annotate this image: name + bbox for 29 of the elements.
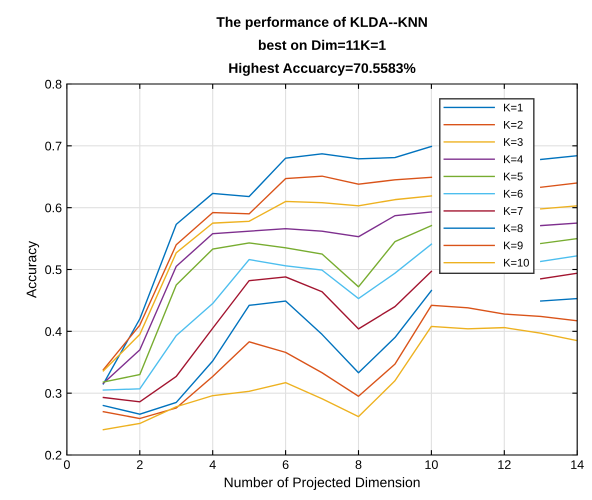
legend-label: K=8 [504,224,523,232]
legend-label: K=1 [504,104,523,112]
legend-label: K=3 [504,138,523,146]
y-tick-label: 0.7 [45,142,62,150]
chart-title: The performance of KLDA--KNN best on Dim=11K=1 Highest Accuarcy=70.5583% [216,16,427,76]
y-tick-label: 0.8 [45,80,62,89]
x-tick-label: 2 [136,460,143,469]
x-tick-label: 4 [210,460,216,469]
y-tick-label: 0.4 [45,327,62,336]
y-tick-label: 0.2 [45,450,62,460]
x-axis-title: Number of Projected Dimension [224,477,420,490]
y-tick-label: 0.5 [45,265,62,274]
y-axis-title: Accuracy [26,240,40,298]
legend-label: K=4 [504,155,523,164]
line-series [102,326,578,430]
legend-label: K=7 [504,207,523,215]
x-tick-label: 14 [571,460,584,469]
y-tick-label: 0.6 [45,203,62,212]
x-tick-label: 12 [498,460,511,469]
x-tick-label: 10 [425,460,438,470]
legend-label: K=9 [504,242,523,250]
x-tick-label: 8 [356,460,362,470]
x-tick-label: 0 [64,460,70,470]
legend-label: K=10 [504,258,529,267]
y-tick-label: 0.3 [45,388,62,398]
legend-label: K=2 [504,120,523,129]
x-tick-label: 6 [282,460,289,470]
legend-label: K=6 [504,190,523,198]
legend-label: K=5 [504,172,523,180]
